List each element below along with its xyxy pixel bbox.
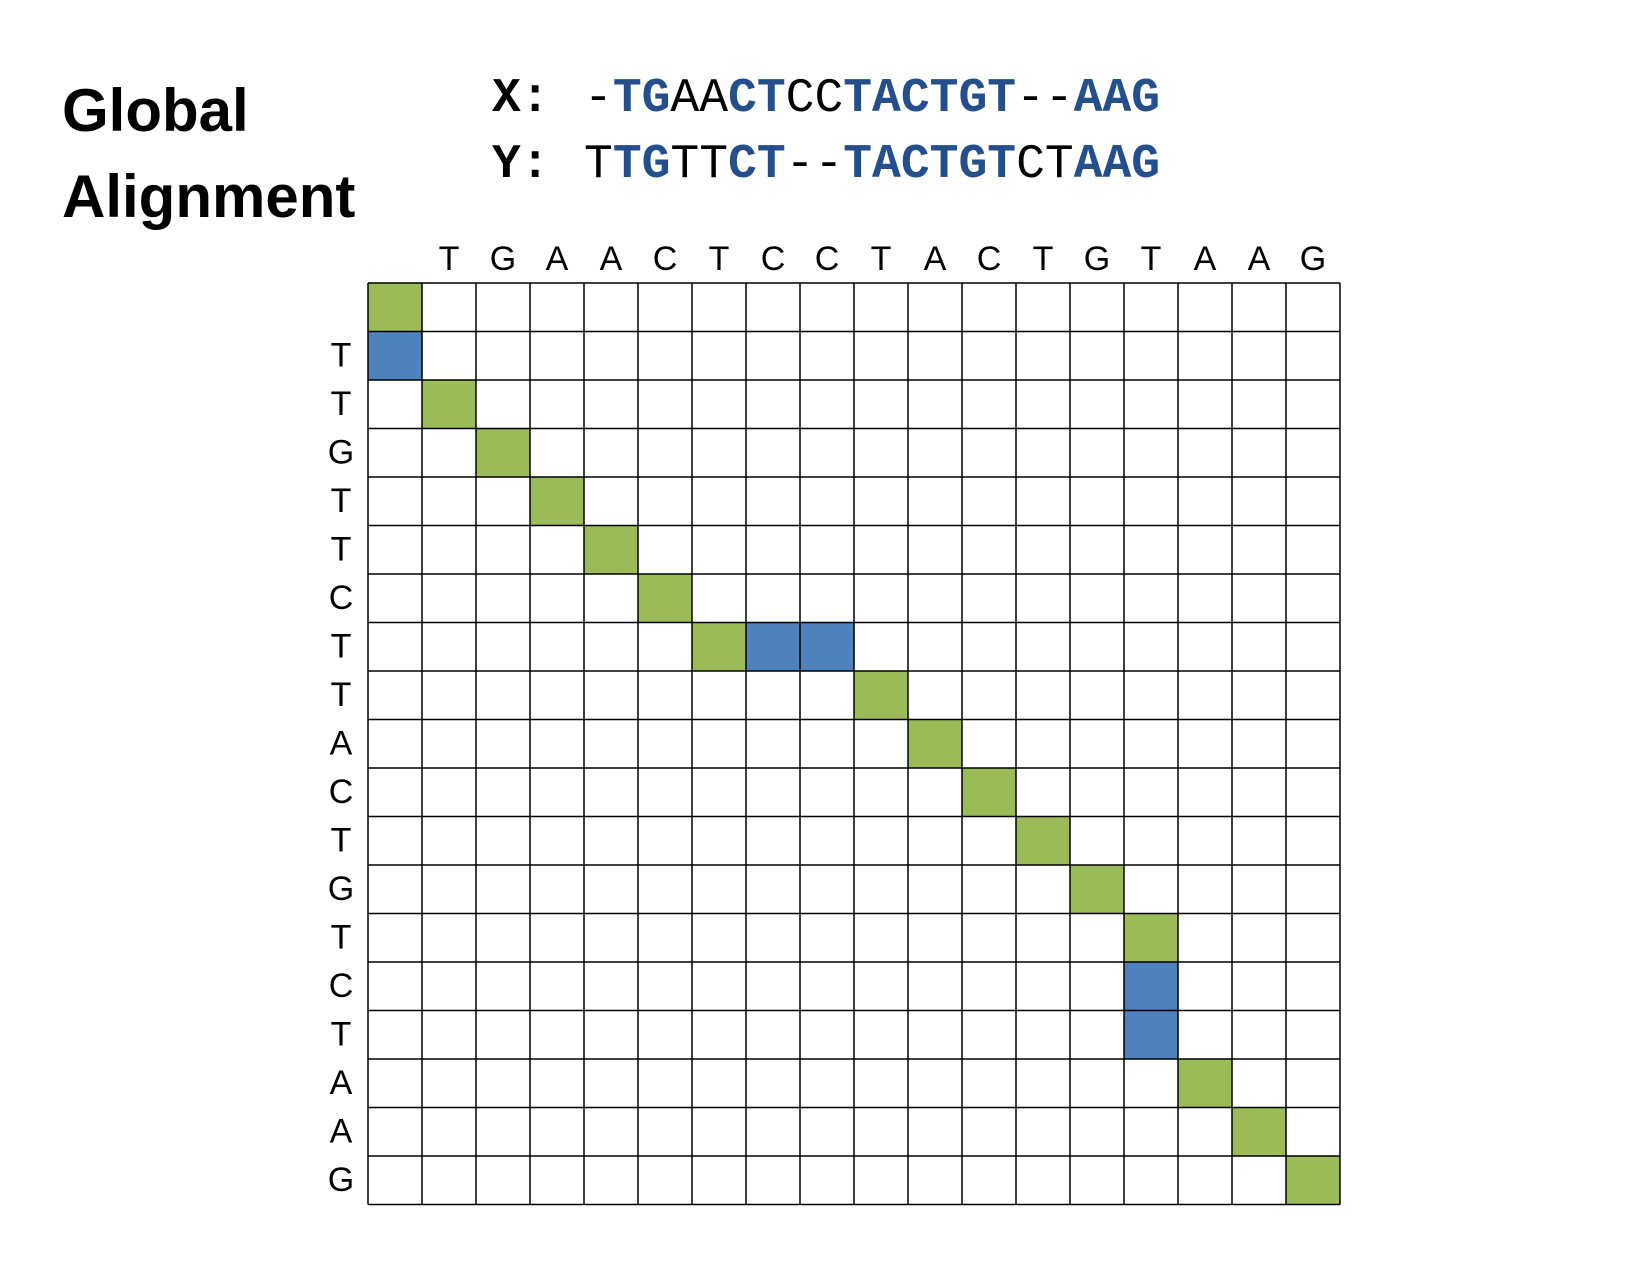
highlight-cell: [1232, 1107, 1286, 1156]
column-label: A: [924, 240, 947, 278]
title-line: Alignment: [62, 163, 356, 230]
column-label: G: [1084, 240, 1110, 278]
highlight-cell: [422, 380, 476, 429]
row-label: T: [331, 531, 352, 569]
alignment-segment: TT: [670, 138, 729, 192]
column-label: A: [1248, 240, 1271, 278]
highlight-cell: [368, 283, 422, 332]
alignment-label: X:: [492, 72, 550, 126]
highlight-cell: [638, 574, 692, 623]
highlight-cell: [746, 622, 800, 671]
column-label: A: [546, 240, 569, 278]
highlight-cell: [1016, 816, 1070, 865]
row-label: C: [329, 967, 354, 1005]
alignment-segment: -: [584, 72, 613, 126]
column-label: T: [1141, 240, 1162, 278]
highlight-cell: [530, 477, 584, 526]
row-label: T: [331, 822, 352, 860]
column-label: A: [600, 240, 623, 278]
row-label: A: [330, 1064, 353, 1102]
row-label: G: [328, 870, 354, 908]
alignment-row: Y: TTGTTCT--TACTGTCTAAG: [492, 138, 1160, 192]
column-label: C: [815, 240, 840, 278]
highlight-cell: [368, 331, 422, 380]
alignment-segment: TG: [612, 138, 671, 192]
row-label: G: [328, 1161, 354, 1199]
highlight-cell: [692, 622, 746, 671]
row-label: T: [331, 385, 352, 423]
row-label: T: [331, 482, 352, 520]
highlight-cell: [1070, 865, 1124, 914]
highlight-cell: [1124, 1010, 1178, 1059]
alignment-segment: CC: [785, 72, 844, 126]
alignment-segment: --: [1016, 72, 1074, 126]
alignment-segment: AAG: [1073, 72, 1161, 126]
row-label: T: [331, 628, 352, 666]
highlight-cell: [476, 428, 530, 477]
row-label: A: [330, 725, 353, 763]
alignment-segment: CT: [728, 72, 786, 126]
row-label: T: [331, 1016, 352, 1054]
column-label: T: [871, 240, 892, 278]
column-label: C: [653, 240, 678, 278]
alignment-label: Y:: [492, 138, 550, 192]
highlight-cell: [854, 671, 908, 720]
highlight-cell: [1124, 962, 1178, 1011]
row-label: C: [329, 773, 354, 811]
alignment-segment: TG: [612, 72, 671, 126]
alignment-row: X: -TGAACTCCTACTGT--AAG: [492, 72, 1160, 126]
row-label: C: [329, 579, 354, 617]
alignment-segment: CT: [1016, 138, 1074, 192]
alignment-segment: CT: [728, 138, 786, 192]
alignment-segment: TACTGT: [843, 138, 1017, 192]
title-line: Global: [62, 77, 249, 144]
alignment-segment: --: [785, 138, 844, 192]
column-label: C: [761, 240, 786, 278]
highlight-cell: [908, 719, 962, 768]
highlight-cell: [1124, 913, 1178, 962]
alignment-segment: AAG: [1073, 138, 1161, 192]
alignment-segment: AA: [670, 72, 729, 126]
column-label: T: [1033, 240, 1054, 278]
highlight-cell: [1178, 1059, 1232, 1108]
row-label: G: [328, 434, 354, 472]
row-label: A: [330, 1113, 353, 1151]
highlight-cell: [1286, 1156, 1340, 1205]
row-label: T: [331, 337, 352, 375]
column-label: G: [490, 240, 516, 278]
column-label: A: [1194, 240, 1217, 278]
column-label: C: [977, 240, 1002, 278]
column-label: T: [439, 240, 460, 278]
row-label: T: [331, 676, 352, 714]
column-label: G: [1300, 240, 1326, 278]
highlight-cell: [584, 525, 638, 574]
row-label: T: [331, 919, 352, 957]
alignment-segment: TACTGT: [843, 72, 1017, 126]
column-label: T: [709, 240, 730, 278]
highlight-cell: [800, 622, 854, 671]
alignment-segment: T: [584, 138, 613, 192]
highlight-cell: [962, 768, 1016, 817]
